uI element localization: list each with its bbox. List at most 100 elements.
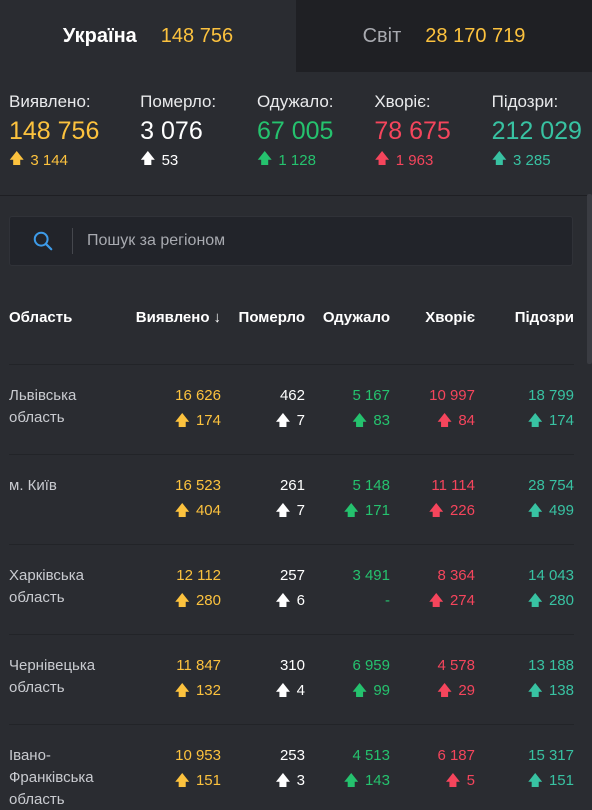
cell-delta-value: 226 <box>449 502 475 519</box>
cell-deaths: 261 🡅 7 <box>221 475 305 544</box>
cell-recovered: 4 513 🡅 143 <box>305 745 390 810</box>
country-tabs: Україна 148 756 Світ 28 170 719 <box>0 0 592 72</box>
cell-delta-value: 280 <box>548 592 574 609</box>
stat-deaths: Померло: 3 076 🡅 53 <box>140 92 216 195</box>
cell-value: 6 187 <box>437 747 475 764</box>
cell-value: 310 <box>279 657 305 674</box>
summary-stats: Виявлено: 148 756 🡅 3 144 Померло: 3 076 … <box>0 72 592 196</box>
arrow-up-icon: 🡅 <box>351 412 368 429</box>
cell-delta-value: 280 <box>195 592 221 609</box>
scrollbar[interactable] <box>587 194 592 364</box>
cell-recovered: 5 148 🡅 171 <box>305 475 390 544</box>
search-divider <box>72 228 73 254</box>
region-name: м. Київ <box>9 477 57 494</box>
stat-value: 148 756 <box>9 117 100 145</box>
stat-value: 78 675 <box>374 117 451 145</box>
arrow-up-icon: 🡅 <box>527 412 543 429</box>
stat-delta: 🡅 53 <box>140 148 216 173</box>
table-row[interactable]: Харківська область 12 112 🡅 280 257 🡅 6 3 491-8… <box>9 545 574 635</box>
header-deaths[interactable]: Померло <box>238 308 305 326</box>
stat-value: 212 029 <box>491 117 582 145</box>
cell-confirmed: 12 112 🡅 280 <box>129 565 221 634</box>
cell-delta: 🡅 171 <box>305 500 390 522</box>
arrow-up-icon: 🡅 <box>174 412 190 429</box>
header-confirmed[interactable]: Виявлено ↓ <box>129 309 221 326</box>
table-row[interactable]: Львівська область 16 626 🡅 174 462 🡅 7 5 167 🡅 83… <box>9 365 574 455</box>
cell-delta-value: 174 <box>195 412 221 429</box>
cell-delta-value: 99 <box>373 682 390 699</box>
cell-delta: 🡅 7 <box>221 500 305 522</box>
stat-delta: 🡅 1 128 <box>257 148 334 173</box>
stat-delta: 🡅 3 285 <box>492 148 582 173</box>
stat-delta-value: 53 <box>161 152 179 169</box>
arrow-up-icon: 🡅 <box>436 682 453 699</box>
cell-delta-value: 151 <box>548 772 574 789</box>
arrow-up-icon: 🡅 <box>527 682 543 699</box>
cell-delta-value: - <box>385 592 390 609</box>
arrow-up-icon: 🡅 <box>428 592 444 609</box>
stat-delta: 🡅 3 144 <box>9 148 99 173</box>
arrow-up-icon: 🡅 <box>527 592 543 609</box>
cell-delta-value: 274 <box>449 592 475 609</box>
arrow-up-icon: 🡅 <box>527 772 543 789</box>
tab-label: Україна <box>62 24 137 47</box>
table-row[interactable]: Чернівецька область 11 847 🡅 132 310 🡅 4 6 959 🡅… <box>9 635 574 725</box>
cell-delta: 🡅 226 <box>390 500 475 522</box>
cell-delta-value: 499 <box>548 502 574 519</box>
cell-value: 257 <box>279 567 305 584</box>
cell-deaths: 462 🡅 7 <box>221 385 305 454</box>
cell-suspected: 14 043 🡅 280 <box>475 565 574 634</box>
arrow-up-icon: 🡅 <box>174 502 190 519</box>
header-recovered[interactable]: Одужало <box>322 308 390 326</box>
cell-delta: 🡅 3 <box>221 770 305 792</box>
cell-delta: - <box>305 590 390 612</box>
cell-value: 11 114 <box>431 477 475 494</box>
table-row[interactable]: Івано-Франківська область 10 953 🡅 151 253 🡅 3… <box>9 725 574 810</box>
arrow-up-icon: 🡅 <box>9 150 25 167</box>
header-suspected[interactable]: Підозри <box>514 308 574 326</box>
cell-delta: 🡅 280 <box>475 590 574 612</box>
cell-delta: 🡅 404 <box>129 500 221 522</box>
stat-delta: 🡅 1 963 <box>374 148 450 173</box>
header-sick[interactable]: Хворіє <box>425 308 475 326</box>
region-name: Львівська область <box>9 387 77 426</box>
cell-value: 4 513 <box>352 747 390 764</box>
arrow-up-icon: 🡅 <box>343 502 359 519</box>
regions-table: Область Виявлено ↓ Померло Одужало Хворіє… <box>0 300 592 810</box>
stat-label: Підозри: <box>491 92 559 111</box>
region-name: Івано-Франківська область <box>9 747 94 808</box>
region-name: Чернівецька область <box>9 657 96 696</box>
stat-delta-value: 1 963 <box>395 152 434 169</box>
cell-recovered: 6 959 🡅 99 <box>305 655 390 724</box>
stat-value: 3 076 <box>140 117 203 145</box>
cell-delta: 🡅 132 <box>129 680 221 702</box>
table-row[interactable]: м. Київ 16 523 🡅 404 261 🡅 7 5 148 🡅 171 11 114 🡅 22… <box>9 455 574 545</box>
arrow-up-icon: 🡅 <box>174 592 190 609</box>
cell-sick: 10 997 🡅 84 <box>390 385 475 454</box>
cell-delta-value: 151 <box>195 772 221 789</box>
arrow-up-icon: 🡅 <box>527 502 543 519</box>
tab-ukraine[interactable]: Україна 148 756 <box>0 0 296 72</box>
cell-delta: 🡅 151 <box>129 770 221 792</box>
cell-delta-value: 143 <box>364 772 390 789</box>
cell-value: 4 578 <box>437 657 475 674</box>
arrow-up-icon: 🡅 <box>343 772 359 789</box>
cell-delta-value: 29 <box>458 682 475 699</box>
search-box[interactable] <box>9 216 573 266</box>
search-input[interactable] <box>87 232 507 250</box>
cell-delta: 🡅 280 <box>129 590 221 612</box>
arrow-up-icon: 🡅 <box>256 150 273 167</box>
table-header: Область Виявлено ↓ Померло Одужало Хворіє… <box>9 300 574 365</box>
cell-delta: 🡅 83 <box>305 410 390 432</box>
arrow-up-icon: 🡅 <box>275 772 291 789</box>
arrow-up-icon: 🡅 <box>275 592 291 609</box>
arrow-up-icon: 🡅 <box>374 150 390 167</box>
search-icon[interactable] <box>32 230 54 252</box>
cell-delta-value: 3 <box>296 772 305 789</box>
tab-world[interactable]: Світ 28 170 719 <box>296 0 592 72</box>
arrow-up-icon: 🡅 <box>351 682 368 699</box>
header-confirmed-label: Виявлено <box>135 308 210 326</box>
arrow-up-icon: 🡅 <box>174 772 190 789</box>
cell-delta-value: 174 <box>548 412 574 429</box>
header-region[interactable]: Область <box>9 308 73 326</box>
